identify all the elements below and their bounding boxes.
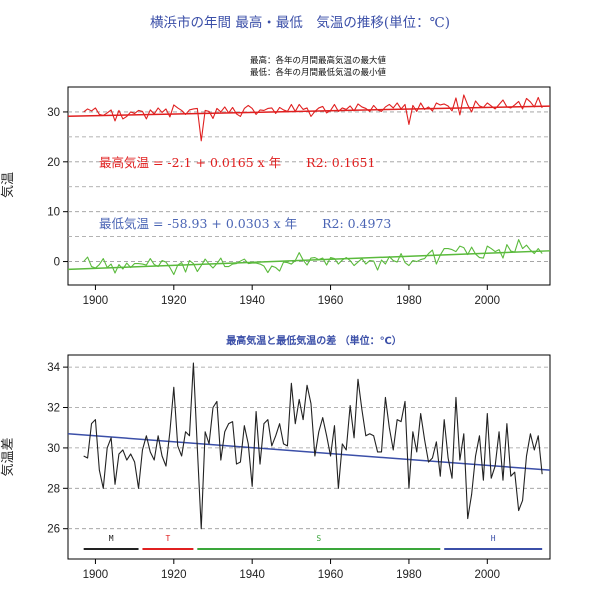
y-tick-label: 26	[47, 524, 60, 536]
x-tick-label: 1960	[318, 569, 344, 581]
top-panel-trendlines	[67, 105, 551, 271]
x-tick-label: 1960	[318, 295, 344, 307]
trend-line	[67, 250, 551, 271]
x-tick-label: 1980	[396, 295, 422, 307]
y-tick-label: 30	[47, 107, 60, 119]
y-tick-label: 20	[47, 157, 60, 169]
x-tick-label: 1920	[161, 569, 187, 581]
min-regression-label: 最低気温 = -58.93 + 0.0303 x 年 R2: 0.4973	[99, 216, 391, 231]
era-label: S	[316, 534, 321, 543]
era-label: H	[491, 534, 496, 543]
main-title: 横浜市の年間 最高・最低 気温の推移(単位：℃)	[150, 14, 450, 31]
series-line-0	[83, 362, 543, 530]
subtitle-max: 最高：各年の月間最高気温の最大値	[250, 55, 387, 66]
bottom-panel-frame	[67, 354, 551, 560]
bottom-panel-grid	[68, 366, 550, 530]
y-tick-label: 34	[47, 362, 60, 374]
series-line-1	[83, 239, 543, 276]
x-tick-label: 1940	[239, 295, 265, 307]
x-tick-label: 2000	[475, 569, 501, 581]
bottom-panel-y-axis: 26 28 30 32 34	[47, 362, 68, 536]
bottom-y-axis-label: 気温差	[0, 437, 16, 476]
bottom-panel-x-axis: 1900 1920 1940 1960 1980 2000	[83, 559, 500, 581]
x-tick-label: 1900	[83, 295, 109, 307]
series-line-0	[83, 94, 543, 142]
x-tick-label: 1980	[396, 569, 422, 581]
top-panel-series	[83, 94, 543, 276]
y-tick-label: 0	[54, 257, 60, 269]
top-panel-frame	[67, 86, 551, 286]
y-tick-label: 10	[47, 207, 60, 219]
x-tick-label: 1920	[161, 295, 187, 307]
bottom-panel-trendline	[67, 433, 551, 471]
top-panel-x-axis: 1900 1920 1940 1960 1980 2000	[83, 285, 500, 307]
bottom-panel-series	[83, 362, 543, 530]
x-tick-label: 2000	[475, 295, 501, 307]
y-tick-label: 28	[47, 483, 60, 495]
top-panel-grid	[68, 111, 550, 262]
max-regression-label: 最高気温 = -2.1 + 0.0165 x 年 R2: 0.1651	[99, 155, 375, 170]
y-tick-label: 30	[47, 443, 60, 455]
x-tick-label: 1940	[239, 569, 265, 581]
subtitle-min: 最低：各年の月間最低気温の最小値	[250, 67, 387, 78]
top-y-axis-label: 気温	[0, 172, 16, 198]
y-tick-label: 32	[47, 403, 60, 415]
top-panel-y-axis: 0 10 20 30	[47, 107, 68, 269]
era-label: T	[166, 534, 171, 543]
trend-line	[67, 433, 551, 471]
era-label: M	[109, 534, 114, 543]
bottom-panel-title: 最高気温と最低気温の差 （単位：℃）	[226, 334, 402, 347]
x-tick-label: 1900	[83, 569, 109, 581]
